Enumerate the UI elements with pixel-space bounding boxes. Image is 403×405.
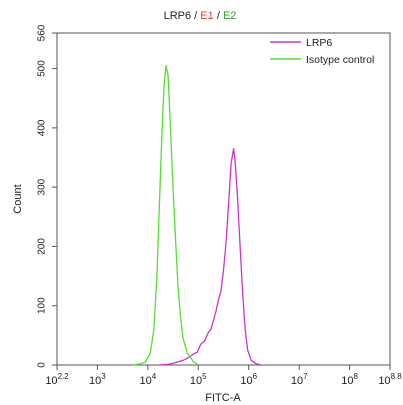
x-tick-base: 10: [45, 375, 57, 387]
title-part-0: LRP6: [164, 10, 192, 22]
x-tick-base: 10: [139, 375, 151, 387]
x-tick-exponent: 4: [152, 372, 157, 381]
x-tick-label: 106: [240, 372, 257, 387]
x-tick-base: 10: [190, 375, 202, 387]
x-tick-exponent: 3: [101, 372, 106, 381]
legend-label: Isotype control: [306, 54, 374, 66]
y-tick-label: 0: [37, 362, 48, 368]
y-tick-label: 560: [37, 24, 48, 41]
legend-label: LRP6: [306, 37, 332, 49]
x-tick-base: 10: [378, 375, 390, 387]
title-part-2: E1: [200, 10, 213, 22]
y-tick-label: 200: [37, 238, 48, 255]
x-tick-base: 10: [341, 375, 353, 387]
title-part-3: /: [214, 10, 223, 22]
y-axis: 0 100 200 300 400 500 560: [37, 24, 57, 368]
x-axis-label: FITC-A: [205, 392, 241, 404]
x-tick-label: 108: [341, 372, 358, 387]
y-tick-label: 500: [37, 60, 48, 77]
title-part-1: /: [191, 10, 200, 22]
y-axis-label: Count: [12, 184, 24, 213]
x-tick-base: 10: [89, 375, 101, 387]
x-tick-exponent: 5: [202, 372, 207, 381]
x-tick-base: 10: [291, 375, 303, 387]
x-tick-label: 105: [190, 372, 207, 387]
y-tick-label: 100: [37, 297, 48, 314]
series-line-0: [157, 147, 262, 366]
x-tick-label: 107: [291, 372, 308, 387]
series-lines: [132, 64, 262, 366]
plot-frame: [56, 32, 391, 366]
x-tick-exponent: 2.2: [58, 372, 70, 381]
x-tick-base: 10: [240, 375, 252, 387]
x-tick-label: 108.8: [378, 372, 402, 387]
x-tick-exponent: 7: [303, 372, 308, 381]
y-tick-label: 300: [37, 178, 48, 195]
chart-title-text: LRP6 / E1 / E2: [164, 10, 237, 22]
series-line-1: [132, 64, 199, 366]
x-tick-label: 104: [139, 372, 156, 387]
x-tick-exponent: 6: [253, 372, 258, 381]
y-tick-label: 400: [37, 119, 48, 136]
x-tick-label: 103: [89, 372, 106, 387]
x-tick-exponent: 8: [354, 372, 359, 381]
x-tick-exponent: 8.8: [391, 372, 403, 381]
x-axis: 102.2 103 104 105 106 107 108 108.8: [45, 365, 402, 387]
chart-title: LRP6 / E1 / E2: [164, 10, 237, 22]
title-part-4: E2: [223, 10, 236, 22]
legend: LRP6 Isotype control: [270, 37, 374, 66]
x-tick-label: 102.2: [45, 372, 69, 387]
